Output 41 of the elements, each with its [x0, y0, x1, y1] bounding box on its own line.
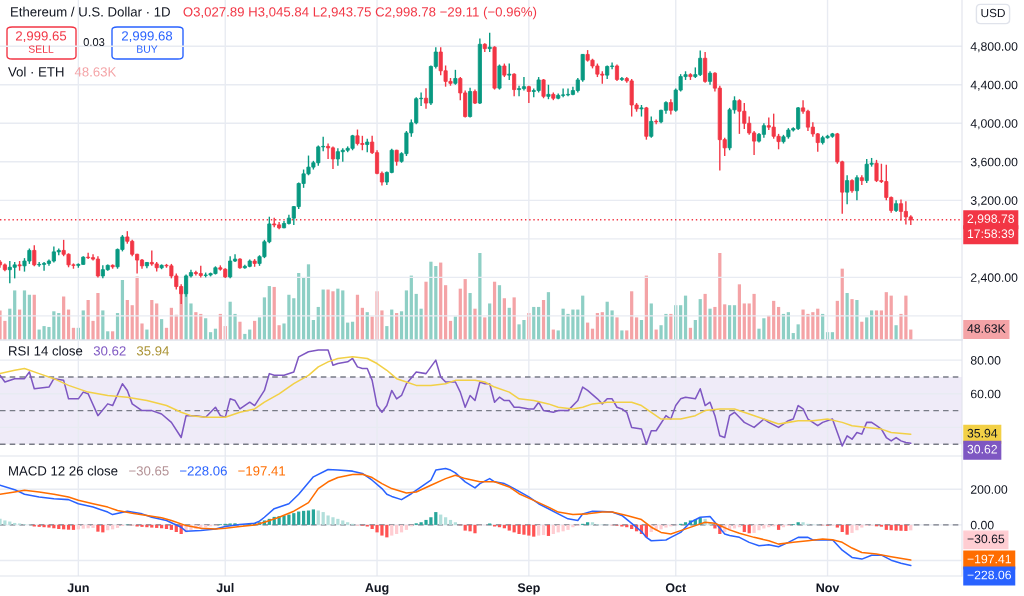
y-tick-label: 200.00 — [970, 485, 1008, 494]
text: 30.62 — [967, 444, 997, 454]
y-tick-label: 4,400.00 — [970, 80, 1018, 91]
y-tick-label: 80.00 — [970, 356, 1001, 365]
y-tick-label: 3,200.00 — [970, 196, 1018, 207]
text: −197.41 — [967, 554, 1011, 564]
y-tick-label: 4,000.00 — [970, 119, 1018, 130]
text: 48.63K — [967, 324, 1006, 333]
y-tick-label: 2,400.00 — [970, 273, 1018, 284]
chart-title: Ethereum / U.S. Dollar · 1D — [11, 6, 170, 17]
text: USD — [981, 8, 1005, 18]
annotation: −228.06 — [180, 466, 227, 476]
y-tick-label: 3,600.00 — [970, 157, 1018, 168]
x-tick-label: Jul — [216, 582, 234, 593]
x-tick-label: Aug — [365, 583, 389, 595]
x-tick-label: Nov — [816, 583, 840, 593]
y-tick-label: 60.00 — [970, 389, 1001, 399]
text: 35.94 — [967, 428, 998, 438]
x-tick-label: Sep — [517, 583, 540, 595]
chart-title: RSI 14 close — [9, 345, 83, 356]
text: 48.63K — [74, 67, 117, 77]
annotation: 2,999.68 — [121, 31, 173, 43]
x-tick-label: Oct — [665, 583, 687, 593]
annotation: SELL — [28, 45, 54, 53]
annotation: −30.65 — [129, 466, 169, 476]
x-tick-label: Jun — [67, 583, 89, 593]
annotation: BUY — [137, 45, 158, 53]
chart-title: Vol · ETH — [8, 66, 64, 77]
y-tick-label: 0.00 — [970, 520, 994, 530]
annotation: 35.94 — [136, 346, 170, 356]
y-tick-label: 4,800.00 — [970, 42, 1018, 53]
annotation: 30.62 — [93, 346, 126, 356]
annotation: 2,999.65 — [15, 31, 67, 43]
text: MACD 12 26 close — [9, 465, 118, 476]
text: −228.06 — [967, 570, 1011, 580]
chart-subtitle: O3,027.89 H3,045.84 L2,943.75 C2,998.78 −29.11 (−0.96%) — [183, 6, 537, 20]
text: 17:58:39 — [967, 229, 1014, 238]
annotation: 0.03 — [83, 38, 105, 46]
ref-line-label: 2,998.78 — [967, 214, 1015, 225]
annotation: −197.41 — [238, 466, 286, 476]
text: −30.65 — [967, 534, 1005, 544]
